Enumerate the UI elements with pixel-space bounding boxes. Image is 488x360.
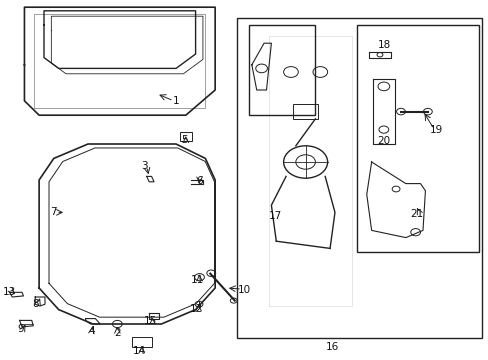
Text: 4: 4 — [88, 326, 95, 336]
Text: 18: 18 — [377, 40, 391, 50]
Text: 10: 10 — [238, 285, 250, 295]
Text: 13: 13 — [3, 287, 17, 297]
Text: 8: 8 — [32, 299, 39, 309]
Text: 17: 17 — [268, 211, 282, 221]
Text: 21: 21 — [409, 209, 423, 219]
Text: 12: 12 — [189, 304, 203, 314]
Text: 15: 15 — [143, 316, 157, 326]
Text: 9: 9 — [17, 324, 24, 334]
Text: 2: 2 — [114, 328, 121, 338]
Text: 14: 14 — [132, 346, 146, 356]
Text: 6: 6 — [196, 176, 203, 186]
Text: 16: 16 — [325, 342, 339, 352]
Text: 1: 1 — [172, 96, 179, 106]
Text: 19: 19 — [429, 125, 443, 135]
Text: 11: 11 — [190, 275, 204, 285]
Text: 7: 7 — [50, 207, 57, 217]
Text: 3: 3 — [141, 161, 147, 171]
Text: 20: 20 — [376, 136, 389, 146]
Text: 5: 5 — [181, 135, 188, 145]
